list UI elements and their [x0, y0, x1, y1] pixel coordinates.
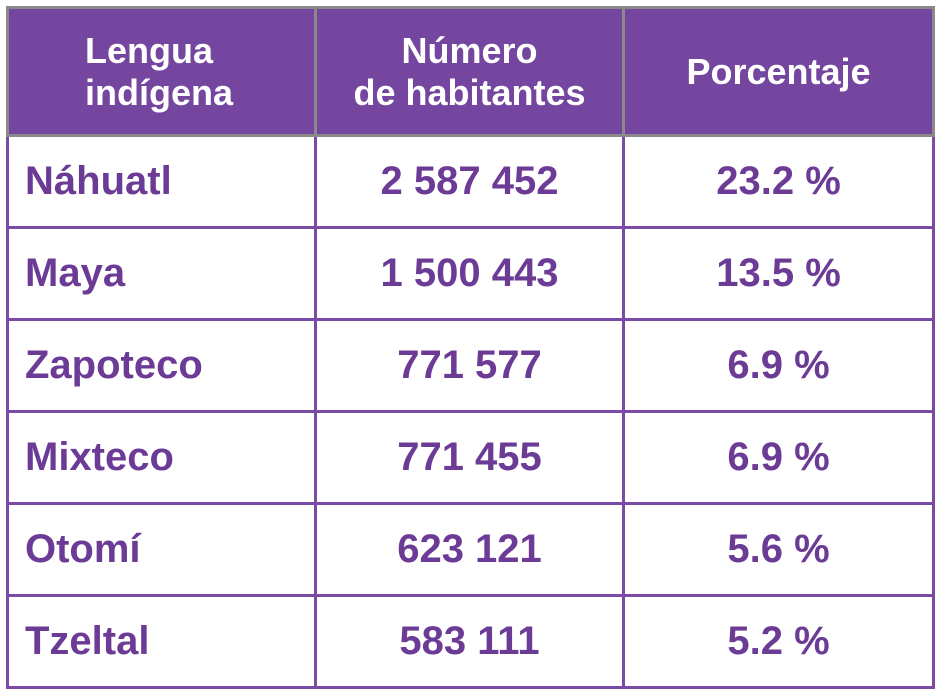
table-header: Lengua indígena Número de habitantes Por…: [6, 6, 935, 137]
cell-porcentaje: 5.2 %: [622, 594, 935, 689]
header-porcentaje: Porcentaje: [622, 6, 935, 137]
languages-table: Lengua indígena Número de habitantes Por…: [6, 6, 935, 689]
cell-porcentaje: 5.6 %: [622, 502, 935, 597]
table-row: Mixteco 771 455 6.9 %: [6, 410, 935, 505]
table-row: Náhuatl 2 587 452 23.2 %: [6, 134, 935, 229]
cell-habitantes: 623 121: [314, 502, 625, 597]
cell-lengua: Mixteco: [6, 410, 317, 505]
cell-habitantes: 771 577: [314, 318, 625, 413]
cell-porcentaje: 23.2 %: [622, 134, 935, 229]
table-body: Náhuatl 2 587 452 23.2 % Maya 1 500 443 …: [6, 134, 935, 689]
cell-habitantes: 771 455: [314, 410, 625, 505]
header-lengua-line-2: indígena: [85, 71, 234, 113]
header-porcentaje-line-1: Porcentaje: [686, 50, 871, 92]
cell-porcentaje: 6.9 %: [622, 318, 935, 413]
header-lengua-line-1: Lengua: [85, 30, 214, 72]
table-row: Maya 1 500 443 13.5 %: [6, 226, 935, 321]
cell-lengua: Otomí: [6, 502, 317, 597]
header-numero-de-habitantes: Número de habitantes: [314, 6, 625, 137]
table-row: Otomí 623 121 5.6 %: [6, 502, 935, 597]
cell-lengua: Tzeltal: [6, 594, 317, 689]
cell-lengua: Náhuatl: [6, 134, 317, 229]
cell-lengua: Zapoteco: [6, 318, 317, 413]
cell-habitantes: 1 500 443: [314, 226, 625, 321]
cell-porcentaje: 6.9 %: [622, 410, 935, 505]
cell-habitantes: 583 111: [314, 594, 625, 689]
table-row: Tzeltal 583 111 5.2 %: [6, 594, 935, 689]
header-numero-line-1: Número: [401, 30, 538, 72]
cell-porcentaje: 13.5 %: [622, 226, 935, 321]
header-lengua-indigena: Lengua indígena: [6, 6, 317, 137]
languages-table-container: Lengua indígena Número de habitantes Por…: [6, 6, 935, 689]
header-row: Lengua indígena Número de habitantes Por…: [6, 6, 935, 137]
table-row: Zapoteco 771 577 6.9 %: [6, 318, 935, 413]
cell-lengua: Maya: [6, 226, 317, 321]
cell-habitantes: 2 587 452: [314, 134, 625, 229]
header-numero-line-2: de habitantes: [353, 71, 586, 113]
